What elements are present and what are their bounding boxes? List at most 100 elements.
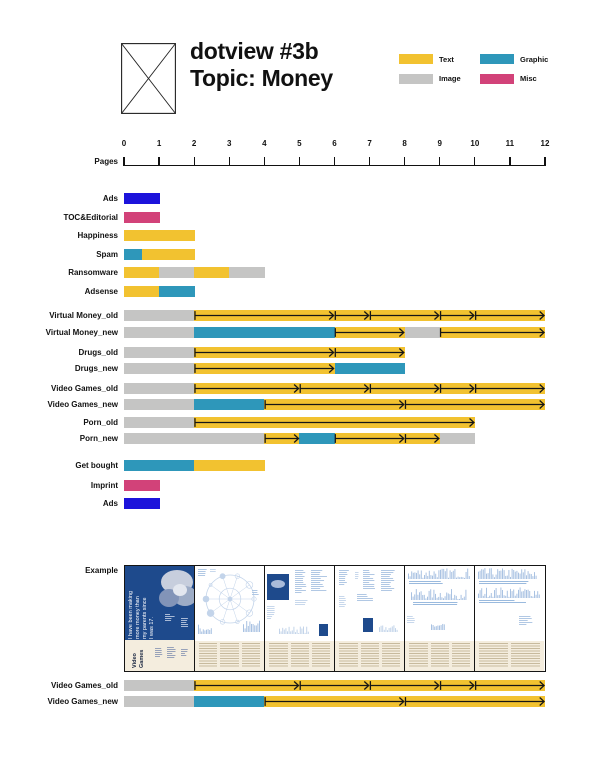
bar-row-label: TOC&Editorial [63,212,118,222]
cover-section-label: Video Games [132,649,145,668]
bar-segment-image [124,680,195,691]
axis-tick [333,156,336,167]
axis-tick [263,156,265,167]
bar-row-label: Ransomware [68,268,118,277]
bar-segment-misc [124,479,160,491]
axis-tick [123,156,125,167]
bar-segment-text [141,248,195,260]
example-page-2 [195,566,266,671]
axis-tick [474,156,476,167]
axis-tick-label: 12 [540,139,550,148]
bar-segment-graphic [299,433,335,444]
bar-segment-image [124,433,265,444]
bar-segment-text [124,285,160,297]
bar-row-label: Ads [102,499,118,508]
legend-swatch-text [399,54,433,64]
legend-label: Graphic [520,54,549,64]
legend-swatch-graphic [480,54,514,64]
article-span-arrows [264,400,545,409]
article-span-arrows [194,347,405,357]
bar-row [124,383,545,394]
example-page-5 [405,566,476,671]
axis-tick-label: 5 [297,139,302,148]
bar-row-label: Imprint [90,480,118,490]
bar-segment-image [439,433,476,444]
bar-row-label: Ads [102,194,118,203]
bar-segment-graphic [194,696,265,707]
bar-row-label: Virtual Money_old [49,311,118,320]
cover-band-decor [155,647,188,658]
text-column [339,643,358,668]
axis-tick-label: 7 [367,139,372,148]
legend: Text Graphic Image Misc [399,54,561,93]
axis-tick-label: 3 [227,139,232,148]
bar-segment-image [229,267,265,278]
bar-row [124,362,545,374]
text-column [199,643,218,668]
bar-row-label: Video Games_new [47,400,118,409]
bar-row [124,310,545,321]
bar-row [124,285,545,297]
bar-segment-image [124,417,195,428]
text-column [360,643,379,668]
legend-item: Text [399,54,480,64]
text-column [220,643,239,668]
page-5-content [407,568,471,630]
page-4-content [339,570,398,632]
bar-row [124,399,545,410]
bar-row-label: Video Games_old [51,681,118,690]
bar-row [124,267,545,278]
axis-tick-label: 4 [262,139,267,148]
legend-label: Image [439,74,461,83]
bar-row [124,326,545,338]
legend-item: Misc [480,73,561,84]
axis-tick [368,156,371,167]
article-span-arrows [264,697,545,706]
bar-row [124,211,545,223]
bar-row [124,248,545,260]
bar-row-label: Porn_old [83,418,118,427]
bar-segment-text [124,267,160,278]
axis-tick-label: 11 [505,139,515,148]
article-span-arrows [194,363,335,373]
page-2-diagram [198,569,261,634]
page-title: dotview #3b Topic: Money [190,38,333,92]
bar-row [124,230,545,241]
text-column [241,643,261,668]
article-span-arrows [194,418,475,427]
page-3-content [267,570,329,636]
bar-row-label: Spam [96,249,118,259]
example-label: Example [85,566,118,575]
axis-tick [158,156,160,167]
article-span-arrows [264,434,440,443]
text-column [311,643,331,668]
axis-tick-label: 0 [121,139,127,148]
axis-tick-label: 2 [191,139,197,148]
bar-row [124,498,545,509]
bar-segment-graphic [194,399,265,410]
bar-row [124,696,545,707]
bar-segment-image [124,383,195,394]
text-column [452,643,471,668]
bar-segment-image [124,696,195,707]
bar-segment-graphic [334,362,406,374]
cover-section-band: Video Games [125,640,195,671]
axis-tick-label: 10 [470,139,480,148]
axis-tick-label: 1 [156,139,162,148]
axis-tick [439,156,441,167]
axis-tick-label: 9 [437,139,442,148]
crossed-box-icon [121,43,176,114]
legend-item: Image [399,73,480,84]
bar-segment-image [124,362,195,374]
bar-segment-graphic [124,248,143,260]
bar-segment-ad [124,498,160,509]
bar-segment-misc [124,211,160,223]
text-column [511,643,541,668]
legend-label: Misc [520,74,537,83]
axis-tick-label: 6 [332,139,337,148]
bar-segment-graphic [194,326,335,338]
bar-row-label: Adsense [84,286,118,296]
text-column [479,643,509,668]
bar-segment-image [124,326,195,338]
